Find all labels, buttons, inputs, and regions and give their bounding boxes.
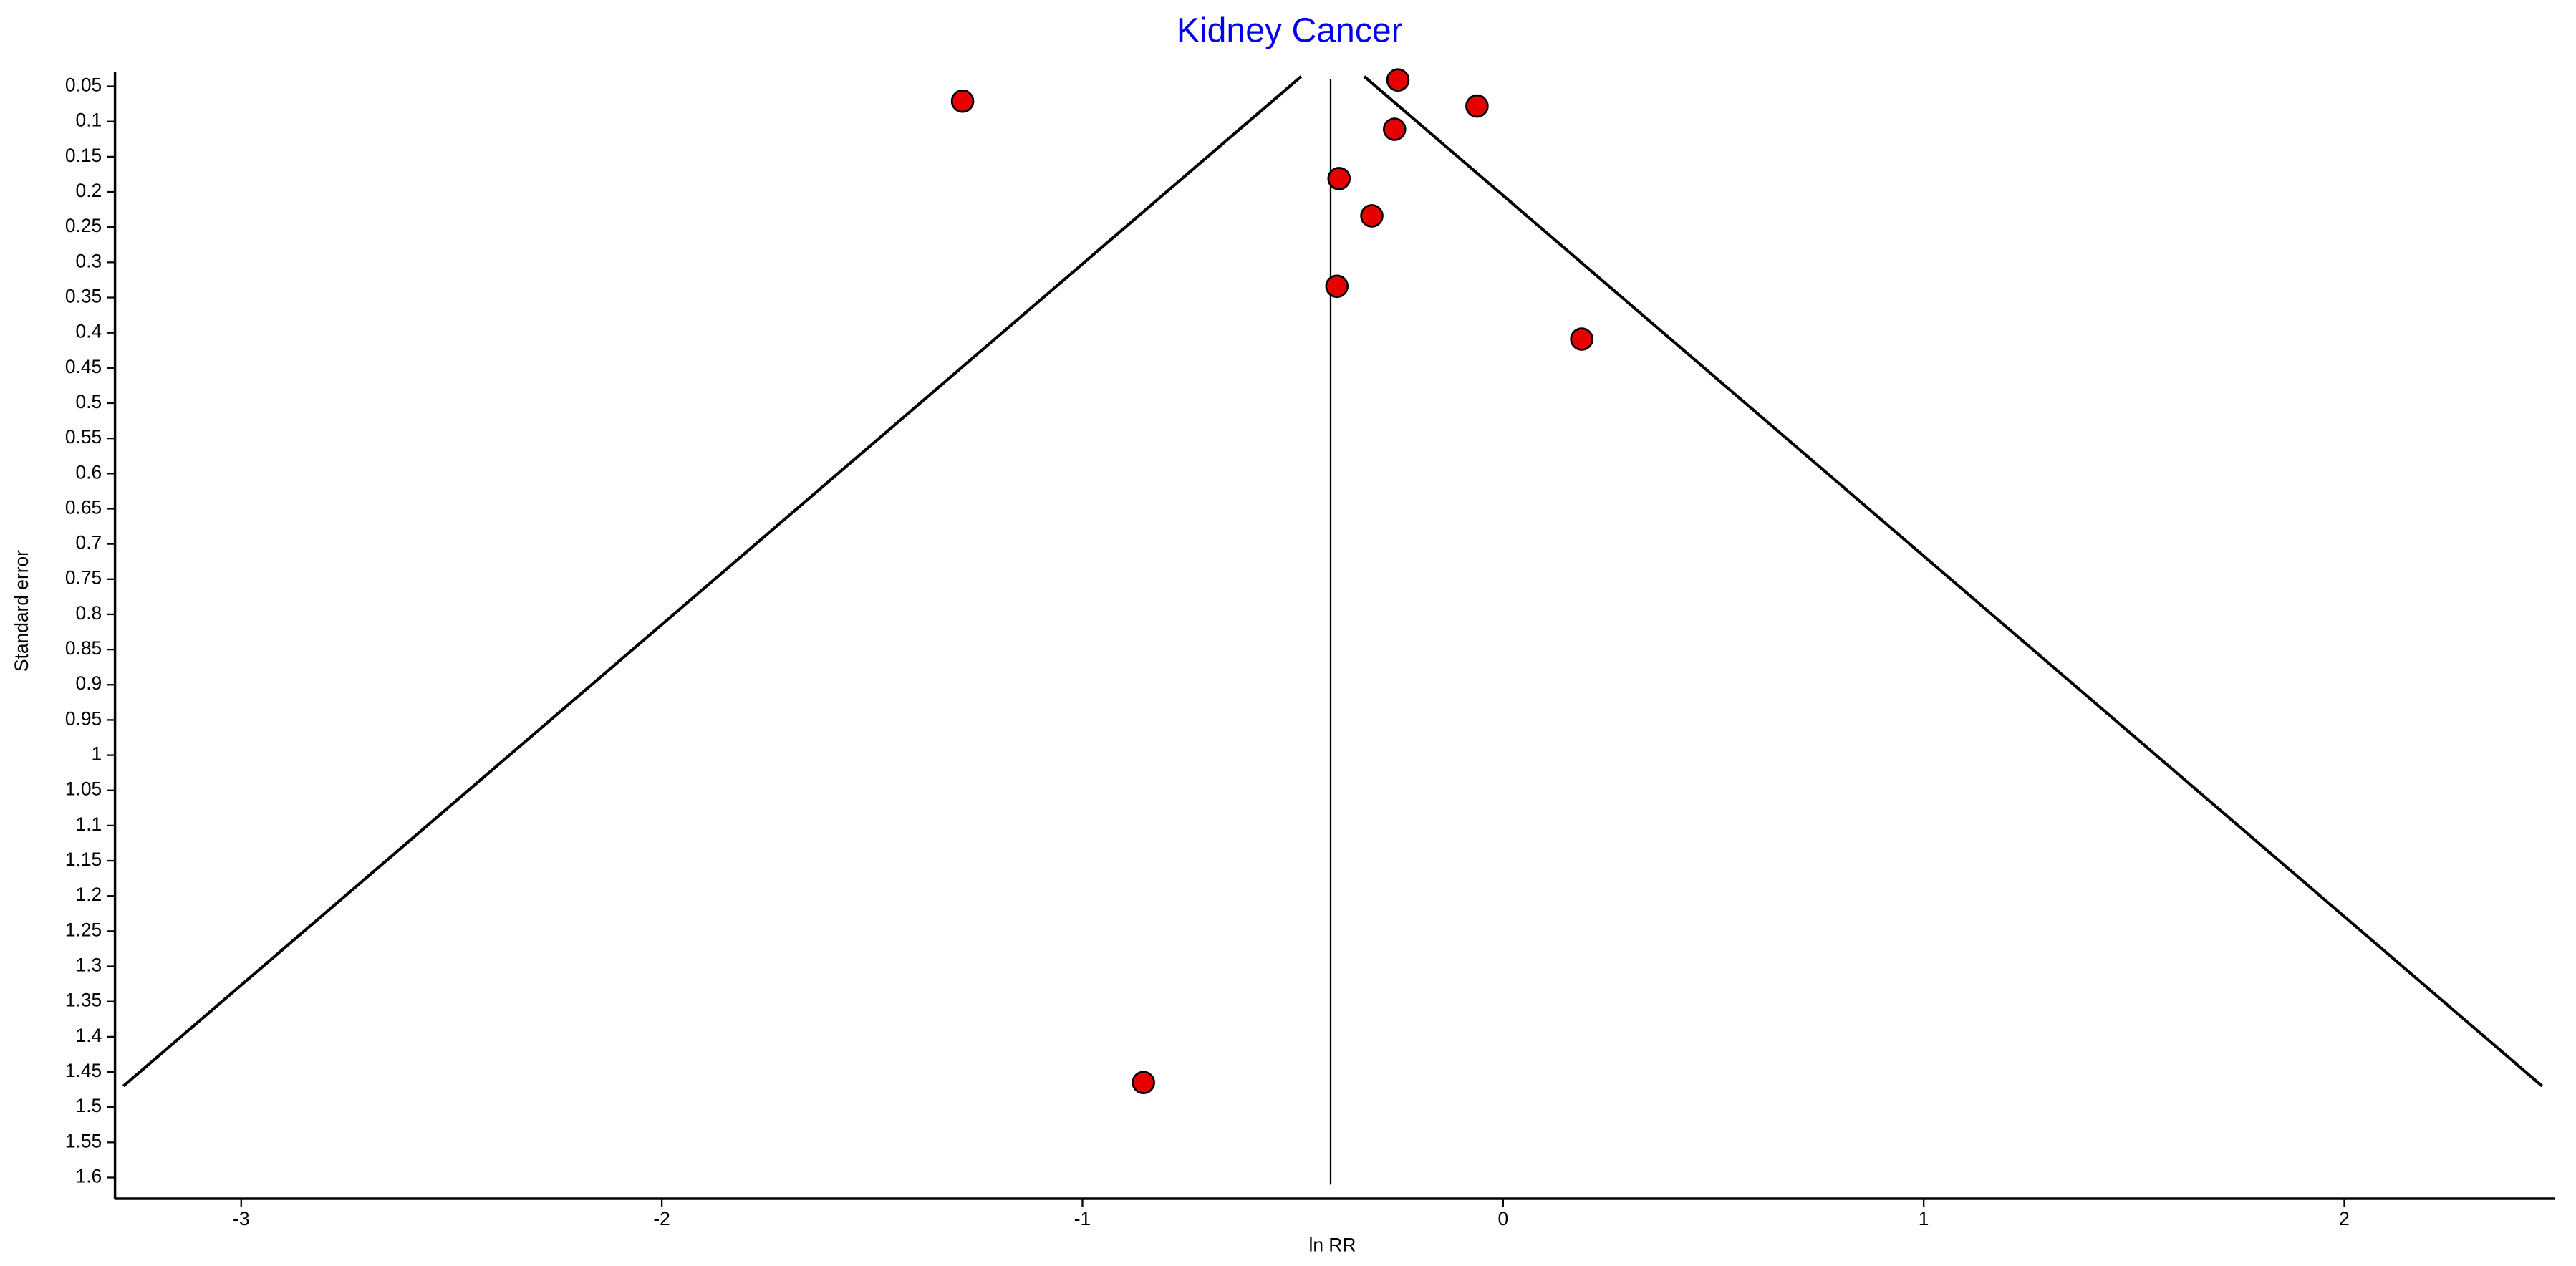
y-tick-label: 1.55 xyxy=(65,1130,102,1151)
y-tick-label: 0.95 xyxy=(65,707,102,729)
y-tick-label: 1.6 xyxy=(76,1165,102,1187)
y-tick-label: 1.2 xyxy=(76,884,102,905)
y-tick-label: 1.15 xyxy=(65,849,102,870)
y-tick-label: 1.35 xyxy=(65,990,102,1011)
y-tick-label: 0.35 xyxy=(65,285,102,306)
x-axis-label: ln RR xyxy=(1308,1234,1356,1255)
y-tick-label: 0.9 xyxy=(76,672,102,694)
y-tick-label: 1.1 xyxy=(76,813,102,835)
y-tick-label: 0.1 xyxy=(76,110,102,131)
chart-title: Kidney Cancer xyxy=(1177,11,1403,50)
y-axis-label: Standard error xyxy=(11,550,32,672)
y-tick-label: 0.5 xyxy=(76,391,102,412)
y-tick-label: 1 xyxy=(92,743,102,765)
y-tick-label: 0.4 xyxy=(76,321,102,342)
study-point xyxy=(1382,117,1407,141)
y-tick-label: 0.6 xyxy=(76,461,102,483)
y-tick-label: 0.8 xyxy=(76,602,102,624)
y-tick-label: 0.55 xyxy=(65,426,102,448)
y-tick-label: 0.25 xyxy=(65,215,102,236)
study-point xyxy=(1327,167,1351,190)
x-tick-label: -1 xyxy=(1074,1208,1091,1229)
study-point xyxy=(1132,1071,1155,1095)
x-tick-label: 1 xyxy=(1919,1208,1929,1229)
x-tick-label: -3 xyxy=(233,1208,249,1229)
study-point xyxy=(1465,94,1489,118)
x-tick-label: 2 xyxy=(2339,1208,2350,1229)
y-tick-label: 1.3 xyxy=(76,955,102,976)
study-point xyxy=(1360,204,1384,228)
y-tick-label: 0.45 xyxy=(65,356,102,377)
y-tick-label: 0.15 xyxy=(65,145,102,166)
y-tick-label: 0.75 xyxy=(65,567,102,589)
x-tick-label: 0 xyxy=(1497,1208,1508,1229)
study-point xyxy=(1325,274,1349,299)
y-tick-label: 0.3 xyxy=(76,250,102,271)
y-tick-label: 1.4 xyxy=(76,1025,102,1046)
y-tick-label: 0.65 xyxy=(65,496,102,518)
y-tick-label: 0.85 xyxy=(65,637,102,659)
y-tick-label: 1.5 xyxy=(76,1095,102,1116)
funnel-line xyxy=(122,75,1303,1088)
y-tick-label: 0.7 xyxy=(76,532,102,554)
y-tick-label: 0.2 xyxy=(76,180,102,201)
study-point xyxy=(950,89,975,113)
y-tick-label: 1.45 xyxy=(65,1060,102,1081)
y-tick-label: 1.05 xyxy=(65,778,102,800)
x-tick-label: -2 xyxy=(653,1208,670,1229)
funnel-line xyxy=(1363,75,2543,1088)
y-tick-label: 1.25 xyxy=(65,919,102,940)
study-point xyxy=(1570,327,1593,351)
study-point xyxy=(1386,68,1410,92)
y-tick-label: 0.05 xyxy=(65,74,102,96)
